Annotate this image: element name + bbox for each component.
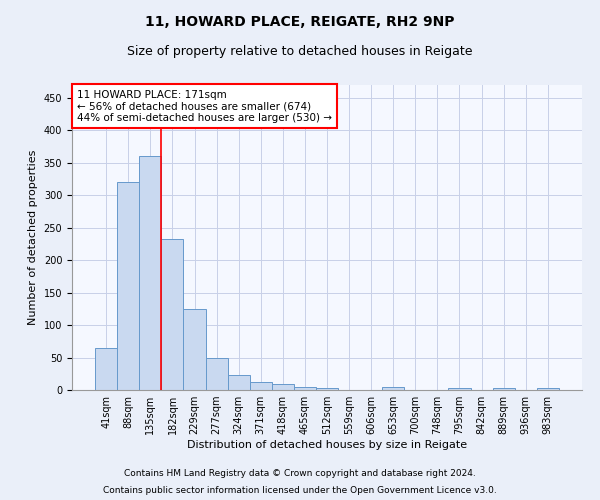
Text: Contains HM Land Registry data © Crown copyright and database right 2024.: Contains HM Land Registry data © Crown c… — [124, 468, 476, 477]
Bar — [250, 382, 272, 390]
Bar — [184, 309, 206, 390]
Bar — [493, 388, 515, 390]
Text: Contains public sector information licensed under the Open Government Licence v3: Contains public sector information licen… — [103, 486, 497, 495]
Bar — [117, 182, 139, 390]
Bar — [272, 384, 294, 390]
Text: 11, HOWARD PLACE, REIGATE, RH2 9NP: 11, HOWARD PLACE, REIGATE, RH2 9NP — [145, 15, 455, 29]
Text: Size of property relative to detached houses in Reigate: Size of property relative to detached ho… — [127, 45, 473, 58]
X-axis label: Distribution of detached houses by size in Reigate: Distribution of detached houses by size … — [187, 440, 467, 450]
Bar — [537, 388, 559, 390]
Bar — [161, 239, 184, 390]
Bar — [206, 358, 227, 390]
Bar — [139, 156, 161, 390]
Bar — [294, 387, 316, 390]
Bar — [382, 388, 404, 390]
Bar — [95, 348, 117, 390]
Text: 11 HOWARD PLACE: 171sqm
← 56% of detached houses are smaller (674)
44% of semi-d: 11 HOWARD PLACE: 171sqm ← 56% of detache… — [77, 90, 332, 123]
Bar — [316, 388, 338, 390]
Bar — [448, 388, 470, 390]
Y-axis label: Number of detached properties: Number of detached properties — [28, 150, 38, 325]
Bar — [227, 375, 250, 390]
